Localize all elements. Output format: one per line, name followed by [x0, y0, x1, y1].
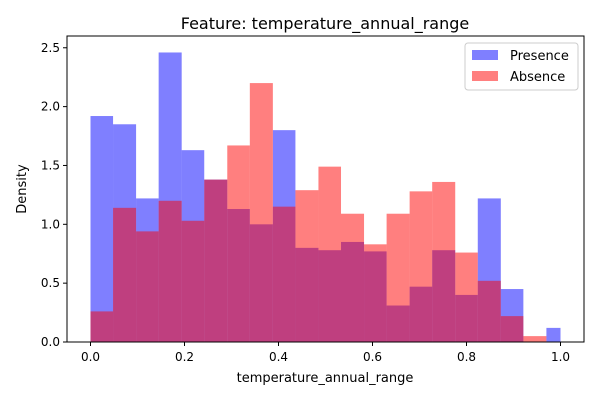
histogram-bar-absence-8 [272, 206, 296, 342]
histogram-bar-absence-14 [409, 191, 433, 342]
bars-layer [90, 52, 561, 343]
histogram-bar-absence-3 [158, 200, 182, 342]
histogram-bar-absence-19 [523, 336, 547, 342]
histogram-bar-presence-0 [90, 116, 114, 342]
series-absence [90, 83, 547, 342]
y-tick-label: 2.0 [41, 100, 60, 114]
x-tick-label: 1.0 [551, 350, 570, 364]
histogram-bar-absence-12 [364, 244, 387, 342]
x-tick-label: 0.8 [457, 350, 476, 364]
y-tick-label: 0.5 [41, 276, 60, 290]
histogram-bar-absence-1 [113, 207, 137, 342]
histogram-bar-absence-17 [477, 280, 501, 342]
legend-swatch-absence [472, 71, 498, 81]
histogram-bar-absence-9 [295, 190, 319, 342]
x-tick-label: 0.2 [175, 350, 194, 364]
histogram-bar-presence-20 [546, 327, 561, 342]
histogram-bar-absence-2 [136, 231, 159, 342]
y-tick-label: 1.5 [41, 158, 60, 172]
chart-title: Feature: temperature_annual_range [181, 14, 470, 34]
histogram-bar-absence-16 [455, 252, 478, 342]
y-tick-label: 2.5 [41, 41, 60, 55]
x-axis-ticks: 0.0 0.2 0.4 0.6 0.8 1.0 [81, 342, 570, 364]
histogram-bar-absence-6 [227, 145, 250, 342]
histogram-bar-absence-0 [90, 311, 114, 342]
histogram-bar-absence-18 [500, 316, 524, 342]
x-axis-label: temperature_annual_range [237, 371, 414, 386]
histogram-bar-absence-5 [204, 179, 228, 342]
histogram-bar-absence-4 [181, 220, 205, 342]
legend-label-absence: Absence [510, 70, 565, 85]
x-tick-label: 0.4 [269, 350, 288, 364]
histogram-bar-absence-10 [318, 166, 342, 342]
y-tick-label: 1.0 [41, 217, 60, 231]
y-axis-ticks: 0.0 0.5 1.0 1.5 2.0 2.5 [41, 41, 67, 349]
plot-frame [66, 35, 585, 343]
legend-swatch-presence [472, 50, 498, 60]
histogram-bar-absence-13 [386, 213, 410, 342]
legend: Presence Absence [464, 42, 579, 91]
y-axis-label: Density [15, 164, 30, 214]
histogram-bar-absence-15 [432, 181, 456, 342]
x-tick-label: 0.0 [81, 350, 100, 364]
y-tick-label: 0.0 [41, 335, 60, 349]
histogram-bar-absence-11 [341, 213, 365, 342]
x-tick-label: 0.6 [363, 350, 382, 364]
histogram-bar-absence-7 [249, 83, 273, 342]
legend-label-presence: Presence [510, 49, 569, 64]
